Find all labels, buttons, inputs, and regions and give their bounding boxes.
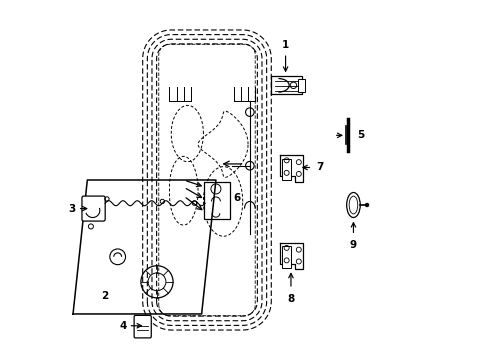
Text: 4: 4 [119, 321, 126, 331]
Ellipse shape [348, 196, 357, 214]
Bar [282, 158, 290, 180]
Bar [282, 246, 290, 267]
Text: 9: 9 [349, 240, 356, 249]
Circle shape [365, 203, 368, 207]
Text: 1: 1 [282, 40, 288, 50]
Text: 8: 8 [287, 294, 294, 303]
Bar [298, 79, 304, 92]
Text: 5: 5 [356, 130, 364, 140]
FancyBboxPatch shape [134, 315, 151, 338]
Text: 3: 3 [68, 203, 76, 213]
Text: 7: 7 [315, 162, 323, 172]
Text: 2: 2 [102, 291, 109, 301]
FancyBboxPatch shape [82, 196, 105, 221]
Bar [203, 182, 229, 219]
Text: 6: 6 [233, 193, 241, 203]
Ellipse shape [346, 193, 360, 217]
